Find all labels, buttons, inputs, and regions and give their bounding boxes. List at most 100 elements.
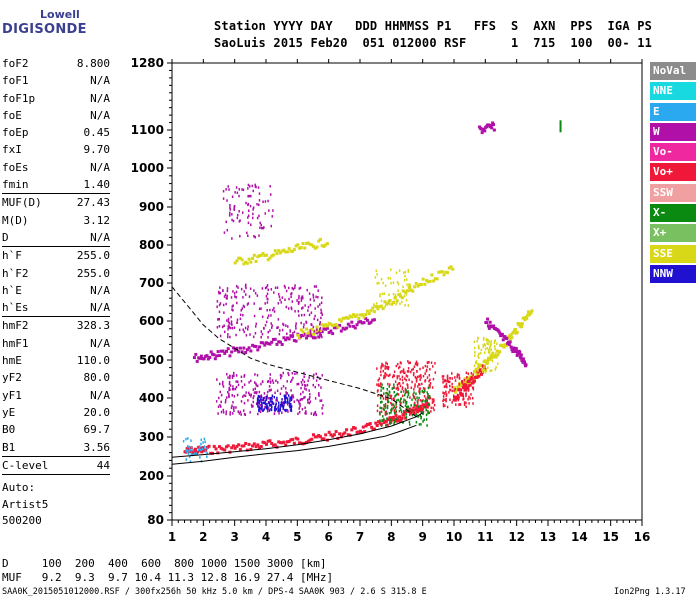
echo-mark xyxy=(521,357,525,361)
echo-mark xyxy=(274,391,276,395)
param-label: hmF2 xyxy=(2,319,29,333)
echo-mark xyxy=(377,379,380,382)
echo-mark xyxy=(406,370,409,373)
echo-mark xyxy=(425,418,428,421)
param-row: MUF(D) 27.43 xyxy=(2,194,110,211)
echo-mark xyxy=(279,407,282,410)
echo-mark xyxy=(474,351,476,354)
echo-mark xyxy=(379,384,381,388)
echo-mark xyxy=(232,304,234,307)
echo-mark xyxy=(238,346,242,350)
echo-mark xyxy=(236,393,239,397)
echo-mark xyxy=(428,384,430,387)
echo-mark xyxy=(404,270,407,274)
echo-mark xyxy=(511,349,515,353)
echo-mark xyxy=(475,375,479,379)
echo-mark xyxy=(413,402,416,406)
echo-mark xyxy=(381,362,383,366)
echo-mark xyxy=(327,430,331,434)
param-value: N/A xyxy=(90,388,110,402)
echo-mark xyxy=(412,412,416,416)
echo-mark xyxy=(240,350,244,354)
echo-mark xyxy=(281,398,283,401)
echo-mark xyxy=(299,392,302,396)
echo-mark xyxy=(378,305,382,309)
echo-mark xyxy=(395,271,398,275)
echo-mark xyxy=(376,302,378,305)
echo-mark xyxy=(477,354,479,358)
echo-mark xyxy=(231,323,233,326)
echo-mark xyxy=(232,387,235,391)
echo-mark xyxy=(345,326,349,330)
echo-mark xyxy=(280,403,282,407)
echo-mark xyxy=(392,292,395,296)
echo-mark xyxy=(405,299,408,302)
echo-mark xyxy=(263,401,266,405)
echo-mark xyxy=(416,284,420,288)
echo-mark xyxy=(379,419,381,422)
echo-mark xyxy=(468,385,470,389)
echo-mark xyxy=(249,204,252,208)
echo-mark xyxy=(426,399,428,402)
echo-mark xyxy=(265,286,268,289)
echo-mark xyxy=(223,448,227,452)
echo-mark xyxy=(486,339,488,342)
echo-mark xyxy=(352,426,356,430)
echo-mark xyxy=(405,416,408,419)
echo-mark xyxy=(391,415,395,419)
echo-mark xyxy=(442,395,445,398)
echo-mark xyxy=(382,387,385,390)
echo-mark xyxy=(182,439,185,443)
echo-mark xyxy=(375,269,377,273)
echo-mark xyxy=(292,248,296,252)
y-tick-label: 1000 xyxy=(131,161,164,175)
echo-mark xyxy=(276,389,279,393)
echo-mark xyxy=(248,295,251,298)
echo-mark xyxy=(243,330,245,334)
echo-mark xyxy=(307,379,309,382)
legend-item: NNW xyxy=(650,264,696,283)
echo-mark xyxy=(217,412,219,415)
legend-item: Vo- xyxy=(650,143,696,162)
echo-mark xyxy=(287,439,291,443)
echo-mark xyxy=(235,406,237,409)
echo-mark xyxy=(433,408,435,412)
echo-mark xyxy=(266,301,269,304)
echo-mark xyxy=(399,371,402,374)
echo-mark xyxy=(459,391,463,395)
echo-mark xyxy=(227,317,230,321)
echo-mark xyxy=(466,376,470,380)
echo-mark xyxy=(276,286,279,289)
echo-mark xyxy=(397,282,400,286)
echo-mark xyxy=(296,398,298,402)
echo-mark xyxy=(426,424,428,427)
param-label: M(D) xyxy=(2,213,29,227)
echo-mark xyxy=(477,362,480,366)
echo-mark xyxy=(251,405,253,408)
echo-mark xyxy=(442,273,446,277)
echo-mark xyxy=(387,417,391,421)
echo-mark xyxy=(485,369,488,372)
echo-mark xyxy=(407,269,410,272)
legend-item: SSE xyxy=(650,244,696,263)
echo-mark xyxy=(266,316,269,320)
echo-mark xyxy=(297,412,299,416)
echo-mark xyxy=(286,336,289,339)
echo-mark xyxy=(266,380,269,384)
echo-mark xyxy=(301,383,304,387)
echo-mark xyxy=(258,234,260,237)
echo-mark xyxy=(403,371,405,375)
echo-mark xyxy=(231,195,234,198)
param-value: 0.45 xyxy=(83,126,111,140)
echo-mark xyxy=(502,345,506,349)
echo-mark xyxy=(285,396,288,400)
echo-mark xyxy=(299,398,302,402)
echo-mark xyxy=(250,223,252,227)
echo-mark xyxy=(400,416,404,420)
echo-mark xyxy=(325,324,329,328)
echo-mark xyxy=(487,358,489,362)
echo-mark xyxy=(357,316,361,320)
echo-mark xyxy=(409,413,411,416)
echo-mark xyxy=(261,406,263,410)
echo-mark xyxy=(285,305,288,309)
